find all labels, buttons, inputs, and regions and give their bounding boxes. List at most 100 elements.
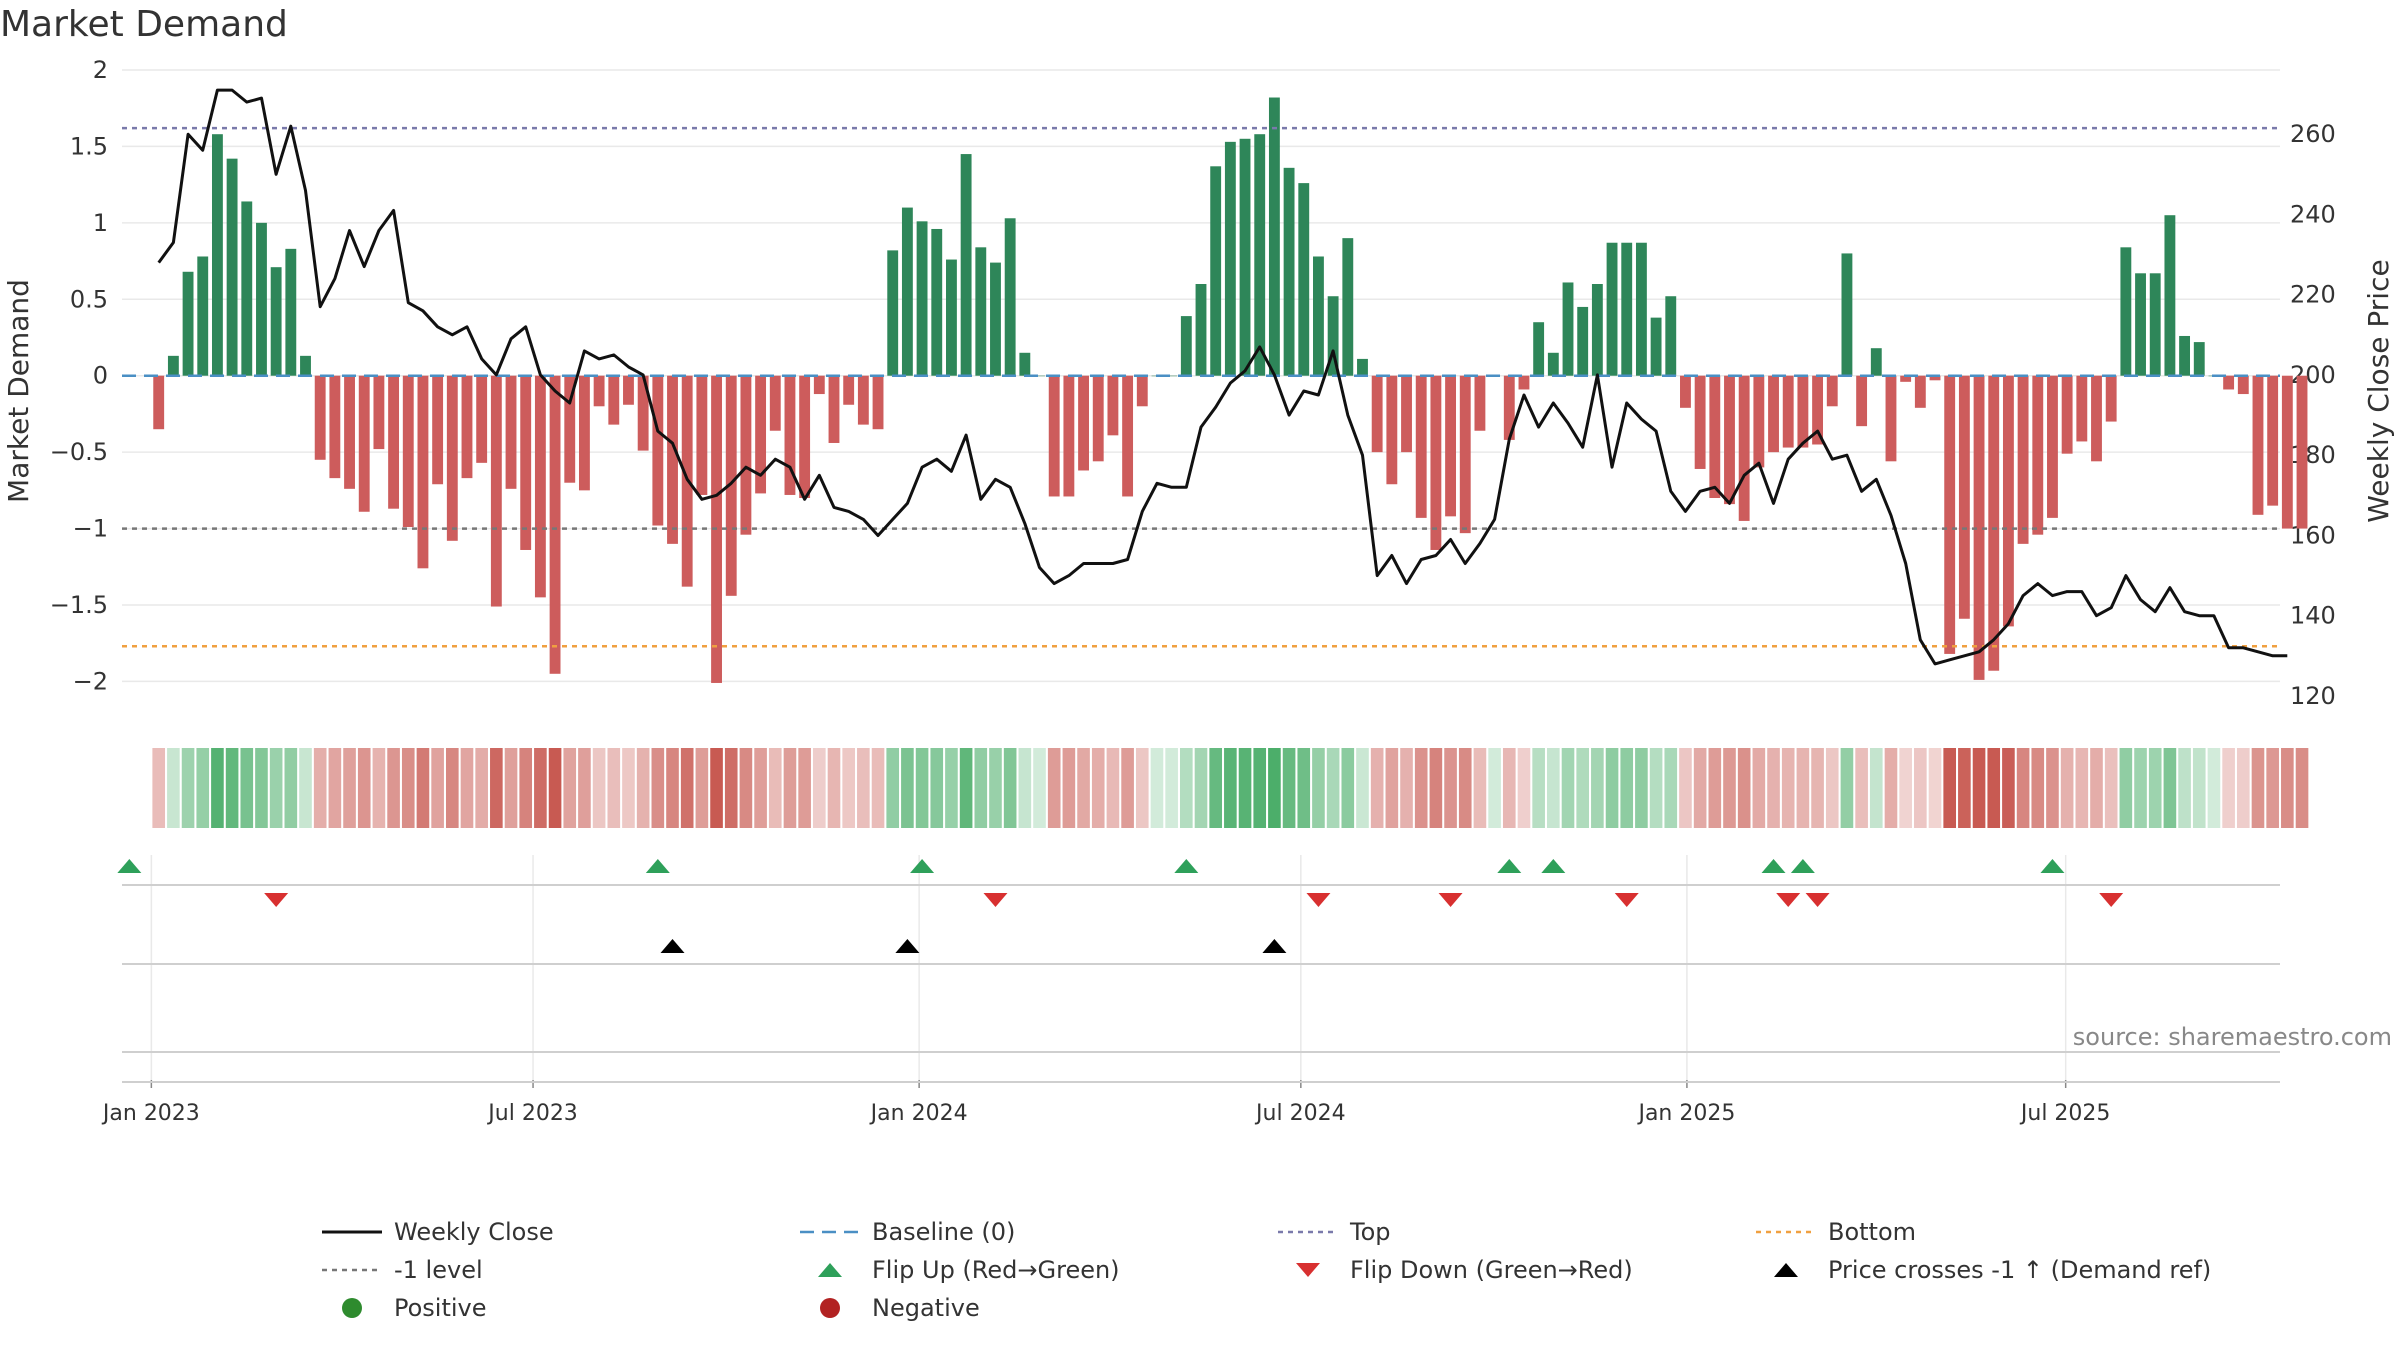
demand-bar: [857, 375, 869, 425]
legend-item: Top: [1278, 1218, 1391, 1246]
heat-strip-cell: [1282, 748, 1296, 828]
heat-strip-cell: [2266, 748, 2279, 828]
heat-strip-cell: [225, 748, 239, 828]
demand-bar: [2281, 375, 2293, 529]
heat-strip-cell: [2060, 748, 2074, 828]
demand-bar: [2091, 375, 2102, 462]
heat-strip-cell: [1635, 748, 1648, 828]
legend-item: Price crosses -1 ↑ (Demand ref): [1774, 1256, 2211, 1284]
flip-down-marker: [264, 893, 289, 907]
y-tick-label: 2: [93, 56, 108, 84]
heat-strip-cell: [2148, 748, 2162, 828]
x-tick-label: Jan 2025: [1636, 1101, 1735, 1126]
demand-bar: [1958, 375, 1970, 619]
demand-bar: [2076, 375, 2088, 442]
demand-bar: [1650, 317, 1662, 376]
demand-bar: [1724, 375, 1735, 505]
flip-up-marker: [2040, 859, 2065, 873]
y2-tick-label: 260: [2290, 120, 2336, 148]
y2-tick-label: 240: [2290, 200, 2336, 228]
heat-strip-cell: [1664, 748, 1678, 828]
y-tick-label: 0: [93, 362, 108, 390]
legend-item: Baseline (0): [800, 1218, 1015, 1246]
x-tick-label: Jul 2024: [1254, 1101, 1346, 1126]
heat-strip-cell: [1370, 748, 1384, 828]
heat-strip-cell: [1972, 748, 1986, 828]
demand-bar: [1738, 375, 1750, 521]
heat-strip-cell: [431, 748, 444, 828]
heat-strip-cell: [328, 748, 342, 828]
heat-strip-cell: [2163, 748, 2177, 828]
demand-bar: [2061, 375, 2073, 454]
heat-strip-cell: [2207, 748, 2221, 828]
demand-bar: [975, 247, 987, 376]
heat-strip-cell: [1840, 748, 1854, 828]
demand-bar: [799, 375, 811, 498]
legend-item: Bottom: [1756, 1218, 1916, 1246]
demand-bar: [872, 375, 884, 430]
heat-strip-cell: [1576, 748, 1589, 828]
demand-bar: [564, 375, 576, 483]
demand-bar: [1753, 375, 1765, 468]
heat-strip-cell: [1796, 748, 1810, 828]
demand-bar: [314, 375, 326, 460]
heat-strip-cell: [1018, 748, 1032, 828]
demand-bar: [1768, 375, 1779, 453]
demand-bar: [2105, 375, 2117, 422]
heat-strip-cell: [651, 748, 665, 828]
legend-triangle-swatch: [1296, 1263, 1320, 1277]
heat-strip-cell: [504, 748, 518, 828]
heat-strip-cell: [2192, 748, 2206, 828]
legend-circle-swatch: [342, 1298, 362, 1318]
heat-strip-cell: [1987, 748, 2001, 828]
demand-bar: [505, 375, 517, 489]
heat-strip-cell: [2222, 748, 2235, 828]
heat-strip-cell: [1914, 748, 1927, 828]
demand-bar: [1621, 242, 1633, 376]
demand-bar: [1826, 375, 1838, 407]
heat-strip-cell: [754, 748, 767, 828]
demand-bar: [270, 267, 282, 376]
demand-bar: [637, 375, 649, 451]
flip-down-marker: [1805, 893, 1830, 907]
legend-triangle-swatch: [818, 1263, 842, 1277]
heat-strip-cell: [490, 748, 503, 828]
demand-bar: [946, 259, 957, 376]
demand-bar: [2002, 375, 2014, 627]
heat-strip-cell: [269, 748, 283, 828]
heat-strip-cell: [387, 748, 400, 828]
demand-bar: [1929, 375, 1941, 381]
heat-strip-cell: [1620, 748, 1634, 828]
heat-strip-cell: [622, 748, 635, 828]
heat-strip-cell: [211, 748, 224, 828]
heat-strip-cell: [1561, 748, 1575, 828]
demand-bar: [1136, 375, 1148, 407]
demand-bar: [2296, 375, 2308, 529]
x-tick-label: Jul 2025: [2019, 1101, 2111, 1126]
demand-bar: [1210, 166, 1222, 376]
heat-strip-cell: [1356, 748, 1369, 828]
heat-strip-cell: [636, 748, 650, 828]
heat-strip-cell: [1444, 748, 1457, 828]
heat-strip-cell: [592, 748, 606, 828]
demand-bar: [167, 355, 179, 376]
heat-strip-cell: [1224, 748, 1237, 828]
demand-bar: [1239, 138, 1251, 376]
legend-label: Baseline (0): [872, 1218, 1015, 1246]
heat-strip-cell: [1899, 748, 1912, 828]
heat-strip-cell: [1062, 748, 1076, 828]
demand-bar: [813, 375, 825, 395]
heat-strip-cell: [1532, 748, 1545, 828]
demand-bar: [432, 375, 444, 485]
demand-bar: [1870, 348, 1882, 376]
demand-bar: [1224, 141, 1236, 376]
demand-bar: [1034, 375, 1045, 377]
heat-strip-cell: [1268, 748, 1281, 828]
flip-down-marker: [1614, 893, 1639, 907]
legend-label: Flip Up (Red→Green): [872, 1256, 1120, 1284]
chart-title: Market Demand: [0, 4, 288, 45]
legend-label: Price crosses -1 ↑ (Demand ref): [1828, 1256, 2211, 1284]
demand-bar: [1503, 375, 1515, 440]
heat-strip-cell: [1928, 748, 1942, 828]
demand-bar: [843, 375, 855, 405]
